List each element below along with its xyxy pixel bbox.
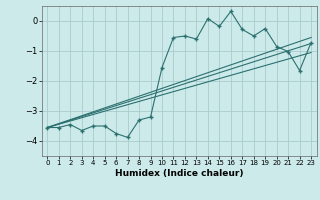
X-axis label: Humidex (Indice chaleur): Humidex (Indice chaleur) [115,169,244,178]
